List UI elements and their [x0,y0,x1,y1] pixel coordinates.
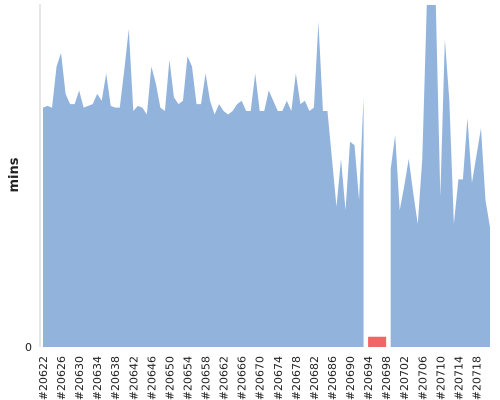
x-tick-label: #20702 [398,356,411,400]
x-tick-label: #20626 [55,356,68,400]
x-tick-label: #20662 [218,356,231,400]
x-tick-label: #20622 [37,356,50,400]
area [368,336,387,347]
x-tick-label: #20670 [254,356,267,400]
y-tick-label: 0 [25,341,32,354]
x-tick-label: #20710 [434,356,447,400]
x-tick-label: #20650 [163,356,176,400]
x-tick-label: #20634 [91,356,104,400]
area [390,5,490,347]
x-tick-label: #20654 [181,356,194,400]
x-tick-label: #20642 [127,356,140,400]
x-tick-label: #20706 [416,356,429,400]
x-tick-label: #20674 [272,356,285,400]
x-tick-label: #20714 [452,356,465,400]
x-tick-label: #20630 [73,356,86,400]
x-tick-label: #20658 [200,356,213,400]
x-tick-label: #20666 [236,356,249,400]
area [43,22,364,347]
x-tick-label: #20678 [290,356,303,400]
x-tick-label: #20718 [470,356,483,400]
x-tick-label: #20694 [362,356,375,400]
y-axis-label: mins [7,157,22,192]
x-tick-label: #20682 [308,356,321,400]
x-tick-label: #20638 [109,356,122,400]
x-tick-label: #20686 [326,356,339,400]
x-tick-label: #20698 [380,356,393,400]
x-tick-label: #20690 [344,356,357,400]
x-tick-label: #20646 [145,356,158,400]
